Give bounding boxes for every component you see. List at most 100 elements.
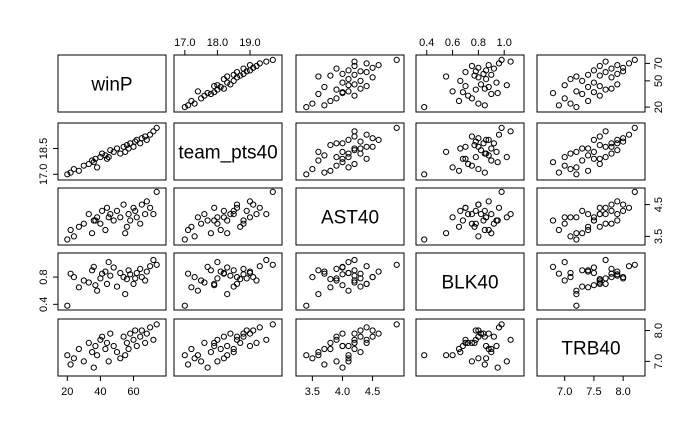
x-tick-label-TRB40-1: 7.5 bbox=[586, 386, 601, 398]
x-tick-label-team_pts40-0: 17.0 bbox=[174, 37, 195, 49]
point-winP-BLK40-16 bbox=[483, 76, 490, 83]
point-BLK40-winP-12 bbox=[103, 280, 111, 287]
panel-TRB40-team_pts40 bbox=[173, 318, 283, 377]
point-BLK40-winP-33 bbox=[90, 263, 97, 270]
point-BLK40-winP-15 bbox=[113, 283, 121, 290]
point-BLK40-AST40-32 bbox=[345, 259, 352, 266]
point-TRB40-team_pts40-1 bbox=[185, 361, 192, 368]
y-tick-label-BLK40-0: 0.4 bbox=[38, 297, 50, 312]
panel-winP-AST40 bbox=[295, 54, 405, 113]
point-team_pts40-winP-21 bbox=[130, 143, 137, 150]
x-tick-label-team_pts40-1: 18.0 bbox=[207, 37, 228, 49]
point-winP-BLK40-33 bbox=[494, 90, 501, 97]
point-winP-AST40-14 bbox=[339, 79, 346, 86]
point-TRB40-BLK40-23 bbox=[483, 342, 490, 350]
point-team_pts40-AST40-15 bbox=[357, 145, 364, 152]
point-AST40-BLK40-8 bbox=[449, 214, 456, 221]
point-AST40-winP-19 bbox=[125, 211, 132, 218]
point-team_pts40-TRB40-23 bbox=[590, 136, 598, 143]
y-tick-label-AST40-1: 4.5 bbox=[653, 197, 665, 212]
point-winP-TRB40-2 bbox=[567, 100, 574, 107]
point-AST40-winP-5 bbox=[85, 211, 92, 218]
point-team_pts40-BLK40-31 bbox=[443, 148, 450, 155]
point-winP-TRB40-14 bbox=[590, 79, 598, 86]
point-TRB40-winP-7 bbox=[92, 342, 99, 350]
point-BLK40-winP-20 bbox=[127, 271, 134, 278]
point-TRB40-winP-15 bbox=[113, 349, 121, 356]
point-TRB40-BLK40-1 bbox=[481, 361, 488, 368]
x-tick-label-winP-2: 60 bbox=[127, 386, 139, 398]
y-tick-label-TRB40-1: 8.0 bbox=[653, 323, 665, 338]
point-BLK40-AST40-26 bbox=[351, 277, 358, 284]
point-team_pts40-winP-28 bbox=[147, 131, 154, 138]
point-TRB40-team_pts40-8 bbox=[194, 352, 201, 359]
point-AST40-winP-13 bbox=[107, 211, 114, 218]
point-team_pts40-TRB40-8 bbox=[573, 164, 580, 171]
point-team_pts40-BLK40-21 bbox=[462, 143, 469, 150]
point-team_pts40-AST40-11 bbox=[321, 152, 328, 159]
point-AST40-TRB40-18 bbox=[596, 223, 603, 230]
point-TRB40-team_pts40-17 bbox=[233, 333, 241, 340]
point-TRB40-AST40-32 bbox=[345, 358, 352, 365]
point-AST40-TRB40-10 bbox=[608, 207, 615, 214]
point-BLK40-team_pts40-26 bbox=[253, 277, 260, 284]
point-team_pts40-TRB40-30 bbox=[631, 124, 638, 132]
panel-team_pts40-team_pts40 bbox=[173, 122, 283, 181]
point-team_pts40-AST40-9 bbox=[333, 154, 340, 161]
point-team_pts40-BLK40-15 bbox=[457, 145, 464, 152]
point-winP-BLK40-19 bbox=[488, 71, 495, 78]
x-tick-label-AST40-1: 4.0 bbox=[335, 386, 350, 398]
point-BLK40-winP-22 bbox=[132, 275, 139, 282]
point-BLK40-AST40-11 bbox=[321, 268, 328, 275]
point-TRB40-AST40-18 bbox=[327, 339, 334, 346]
point-winP-TRB40-20 bbox=[614, 70, 621, 78]
point-BLK40-AST40-15 bbox=[357, 283, 364, 290]
point-AST40-winP-6 bbox=[89, 230, 96, 237]
point-AST40-team_pts40-33 bbox=[204, 217, 211, 224]
point-AST40-team_pts40-25 bbox=[250, 201, 257, 208]
panel-team_pts40-AST40 bbox=[295, 122, 405, 181]
point-BLK40-TRB40-3 bbox=[585, 284, 592, 291]
y-tick-label-TRB40-0: 7.0 bbox=[653, 354, 665, 369]
point-BLK40-winP-27 bbox=[143, 268, 150, 275]
point-AST40-team_pts40-0 bbox=[181, 236, 188, 243]
point-winP-TRB40-32 bbox=[561, 82, 568, 89]
point-BLK40-team_pts40-4 bbox=[198, 277, 205, 284]
point-BLK40-team_pts40-12 bbox=[211, 280, 218, 287]
point-team_pts40-BLK40-7 bbox=[459, 155, 466, 162]
point-winP-BLK40-10 bbox=[481, 85, 488, 92]
point-winP-TRB40-19 bbox=[585, 71, 592, 78]
point-team_pts40-TRB40-33 bbox=[549, 159, 557, 166]
point-BLK40-AST40-7 bbox=[339, 282, 346, 289]
point-team_pts40-AST40-18 bbox=[327, 142, 334, 149]
point-TRB40-team_pts40-6 bbox=[207, 349, 214, 356]
point-winP-AST40-25 bbox=[369, 64, 376, 71]
point-team_pts40-winP-30 bbox=[153, 124, 160, 132]
point-winP-BLK40-1 bbox=[481, 102, 488, 109]
point-TRB40-AST40-29 bbox=[351, 336, 358, 343]
point-team_pts40-winP-0 bbox=[64, 171, 71, 178]
point-BLK40-team_pts40-33 bbox=[204, 263, 211, 270]
point-TRB40-winP-14 bbox=[110, 342, 117, 350]
x-tick-label-winP-1: 40 bbox=[94, 386, 106, 398]
point-team_pts40-BLK40-2 bbox=[475, 166, 482, 173]
point-TRB40-AST40-22 bbox=[357, 327, 364, 334]
point-BLK40-AST40-31 bbox=[315, 291, 322, 298]
point-BLK40-team_pts40-17 bbox=[233, 274, 241, 281]
panel-TRB40-BLK40 bbox=[415, 318, 525, 377]
point-winP-team_pts40-0 bbox=[181, 104, 188, 111]
point-team_pts40-TRB40-7 bbox=[590, 155, 598, 162]
point-winP-BLK40-30 bbox=[498, 56, 505, 64]
point-BLK40-AST40-6 bbox=[315, 267, 322, 274]
point-BLK40-AST40-10 bbox=[357, 270, 364, 277]
point-BLK40-winP-18 bbox=[123, 276, 131, 283]
panel-BLK40-TRB40 bbox=[536, 252, 646, 311]
point-TRB40-BLK40-14 bbox=[493, 342, 500, 350]
point-winP-BLK40-21 bbox=[462, 69, 469, 76]
point-AST40-team_pts40-3 bbox=[188, 223, 195, 230]
point-TRB40-winP-0 bbox=[64, 352, 71, 359]
point-winP-TRB40-8 bbox=[573, 88, 580, 95]
point-AST40-team_pts40-11 bbox=[217, 226, 224, 234]
point-TRB40-winP-21 bbox=[130, 336, 137, 343]
point-AST40-team_pts40-16 bbox=[220, 214, 227, 221]
